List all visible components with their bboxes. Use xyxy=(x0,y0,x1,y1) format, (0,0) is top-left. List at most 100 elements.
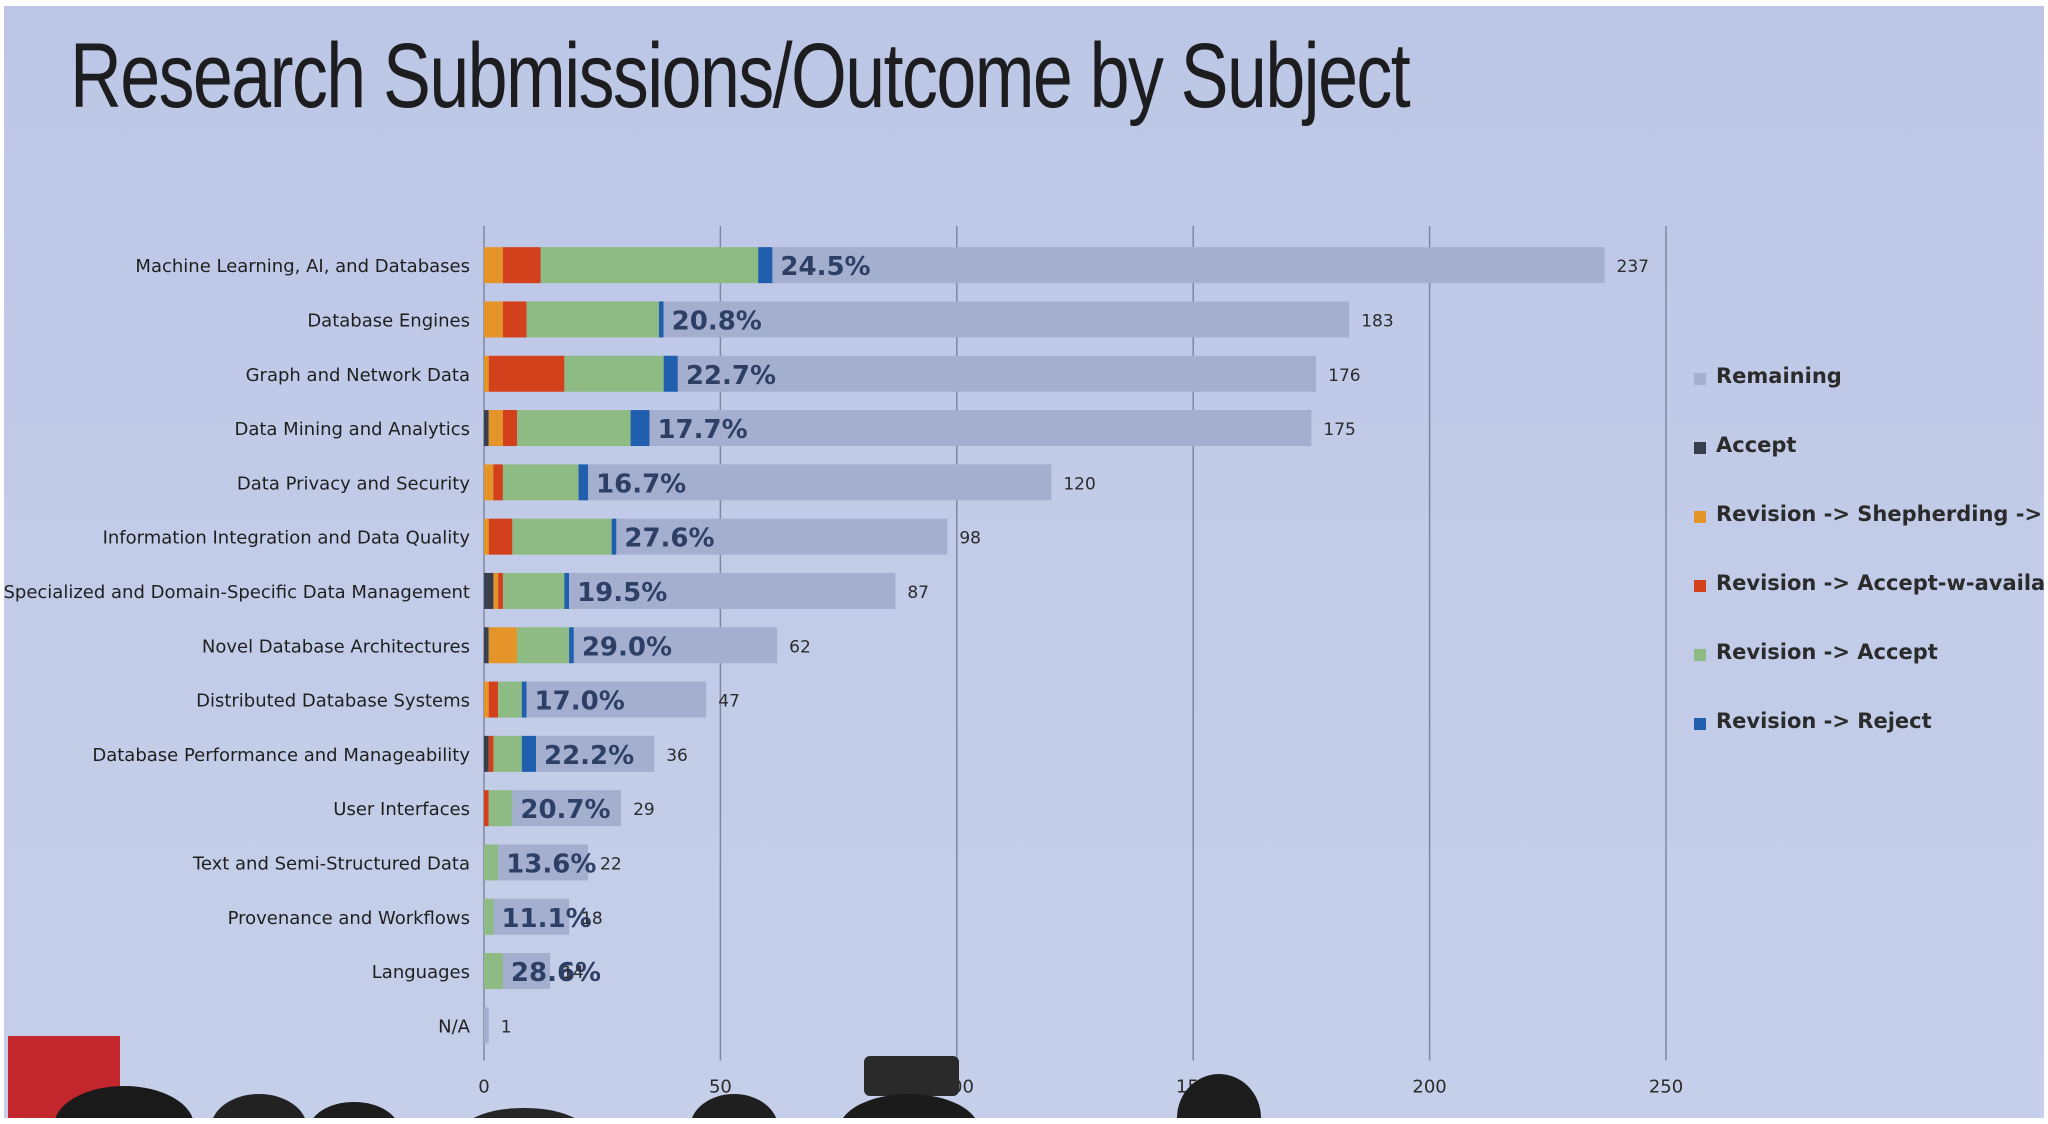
category-label: User Interfaces xyxy=(333,799,470,820)
bar-segment xyxy=(521,681,527,718)
bar-segment xyxy=(488,790,513,827)
legend-swatch xyxy=(1694,718,1706,730)
total-label: 22 xyxy=(600,854,622,874)
bar-segment xyxy=(526,301,659,338)
bar-segment xyxy=(630,410,650,447)
legend-swatch xyxy=(1694,373,1706,385)
total-label: 14 xyxy=(562,963,584,983)
total-label: 237 xyxy=(1617,257,1649,277)
acceptance-rate-label: 19.5% xyxy=(577,578,667,608)
total-label: 98 xyxy=(959,529,981,549)
acceptance-rate-label: 20.7% xyxy=(520,795,610,825)
bar-segment xyxy=(493,464,503,501)
legend-label: Revision -> Shepherding -> Accep xyxy=(1716,502,2044,526)
bar-segment xyxy=(573,627,778,664)
acceptance-rate-label: 22.2% xyxy=(544,741,634,771)
legend-swatch xyxy=(1694,442,1706,454)
legend-label: Revision -> Accept xyxy=(1716,640,1938,664)
total-label: 176 xyxy=(1328,366,1360,386)
total-label: 29 xyxy=(633,800,655,820)
bar-segment xyxy=(484,301,503,338)
total-label: 1 xyxy=(501,1017,512,1037)
total-label: 62 xyxy=(789,637,811,657)
category-label: Text and Semi-Structured Data xyxy=(192,853,470,874)
bar-segment xyxy=(502,953,551,990)
category-label: Data Privacy and Security xyxy=(237,473,470,494)
total-label: 175 xyxy=(1323,420,1355,440)
acceptance-rate-label: 11.1% xyxy=(501,904,591,934)
bar-segment xyxy=(484,518,489,555)
bar-segment xyxy=(502,301,527,338)
category-label: Specialized and Domain-Specific Data Man… xyxy=(4,582,470,603)
bar-segment xyxy=(611,518,617,555)
bar-segment xyxy=(517,627,570,664)
bar-segment xyxy=(484,464,494,501)
bar-segment xyxy=(616,518,948,555)
x-tick-label: 0 xyxy=(478,1077,489,1098)
bar-segment xyxy=(488,735,494,772)
bar-segment xyxy=(484,735,489,772)
bar-segment xyxy=(498,681,522,718)
bar-segment xyxy=(521,735,537,772)
bar-segment xyxy=(526,681,707,718)
bar-chart: 050100150200250Machine Learning, AI, and… xyxy=(4,226,1683,1098)
x-tick-label: 200 xyxy=(1412,1077,1446,1098)
x-tick-label: 250 xyxy=(1649,1077,1683,1098)
category-label: Information Integration and Data Quality xyxy=(103,528,471,549)
category-label: Database Engines xyxy=(307,310,470,331)
bar-segment xyxy=(663,355,678,392)
total-label: 18 xyxy=(581,909,603,929)
category-label: Novel Database Architectures xyxy=(202,636,470,657)
category-label: Database Performance and Manageability xyxy=(92,745,470,766)
slide: Research Submissions/Outcome by Subject … xyxy=(4,6,2044,1118)
bar-segment xyxy=(493,735,522,772)
acceptance-rate-label: 13.6% xyxy=(506,849,596,879)
total-label: 47 xyxy=(718,692,740,712)
bar-segment xyxy=(498,844,589,881)
bar-segment xyxy=(772,247,1605,284)
bar-segment xyxy=(502,247,541,284)
bar-segment xyxy=(758,247,773,284)
bar-segment xyxy=(488,681,499,718)
bar-segment xyxy=(484,790,489,827)
total-label: 87 xyxy=(907,583,929,603)
legend-swatch xyxy=(1694,580,1706,592)
bar-segment xyxy=(493,572,499,609)
acceptance-rate-label: 20.8% xyxy=(672,306,762,336)
bar-segment xyxy=(484,844,499,881)
bar-segment xyxy=(569,572,896,609)
bar-segment xyxy=(502,410,518,447)
bar-segment xyxy=(484,681,489,718)
bar-segment xyxy=(502,572,565,609)
bar-segment xyxy=(488,518,513,555)
acceptance-rate-label: 17.0% xyxy=(535,687,625,717)
category-label: Data Mining and Analytics xyxy=(234,419,470,440)
x-tick-label: 50 xyxy=(709,1077,732,1098)
acceptance-rate-label: 17.7% xyxy=(657,415,747,445)
bar-segment xyxy=(484,355,489,392)
bar-segment xyxy=(663,301,1350,338)
bar-segment xyxy=(493,898,570,935)
chart-title: Research Submissions/Outcome by Subject xyxy=(70,25,1411,127)
bar-segment xyxy=(536,735,655,772)
acceptance-rate-label: 28.6% xyxy=(511,958,601,988)
category-label: N/A xyxy=(438,1016,471,1037)
bar-segment xyxy=(677,355,1317,392)
bar-segment xyxy=(484,627,489,664)
acceptance-rate-label: 29.0% xyxy=(582,632,672,662)
bar-segment xyxy=(488,627,518,664)
legend-label: Remaining xyxy=(1716,364,1842,388)
acceptance-rate-label: 22.7% xyxy=(686,361,776,391)
bar-segment xyxy=(569,627,574,664)
bar-segment xyxy=(540,247,759,284)
bar-segment xyxy=(658,301,664,338)
bar-segment xyxy=(564,355,664,392)
bar-segment xyxy=(484,410,489,447)
total-label: 36 xyxy=(666,746,688,766)
total-label: 120 xyxy=(1063,474,1095,494)
total-label: 183 xyxy=(1361,311,1393,331)
bar-segment xyxy=(498,572,503,609)
bar-segment xyxy=(517,410,631,447)
bar-segment xyxy=(484,1007,489,1044)
category-label: Graph and Network Data xyxy=(246,365,470,386)
